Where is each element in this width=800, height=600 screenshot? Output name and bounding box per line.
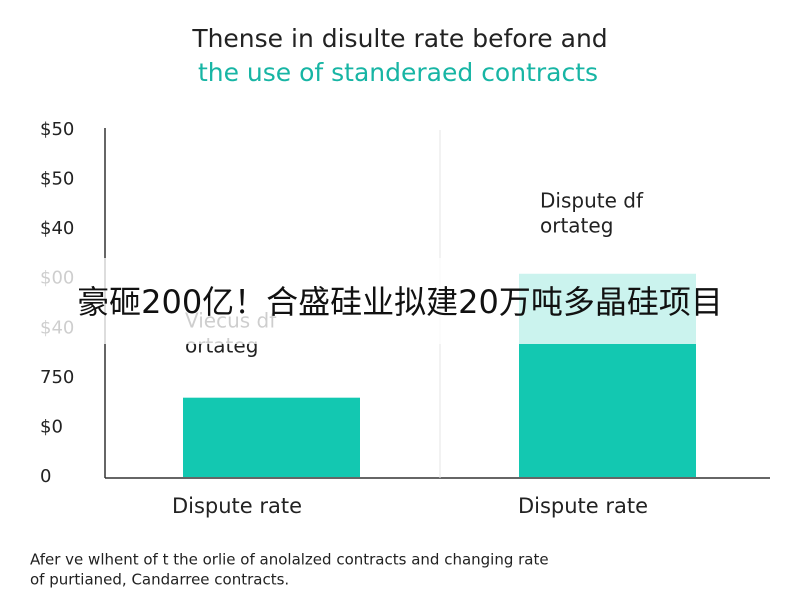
y-tick-label: $0 [40,416,63,437]
y-tick-label: 0 [40,466,51,487]
y-tick-label: $40 [40,218,74,239]
chart-title: Thense in disulte rate before and [191,24,607,53]
y-tick-label: 750 [40,367,74,388]
y-tick-label: $50 [40,169,74,190]
caption-line: Afer ve wlhent of t the orlie of anolalz… [30,551,549,569]
bar [183,397,360,477]
chart-subtitle: the use of standeraed contracts [198,58,598,87]
banner-text: 豪砸200亿！合盛硅业拟建20万吨多晶硅项目 [77,283,723,321]
x-tick-label: Dispute rate [172,494,302,518]
y-tick-label: $50 [40,119,74,140]
banner-background [0,258,800,344]
caption-line: of purtianed, Candarree contracts. [30,571,289,589]
x-tick-label: Dispute rate [518,494,648,518]
annotation: Dispute df [540,189,644,213]
annotation: ortateg [540,214,613,238]
